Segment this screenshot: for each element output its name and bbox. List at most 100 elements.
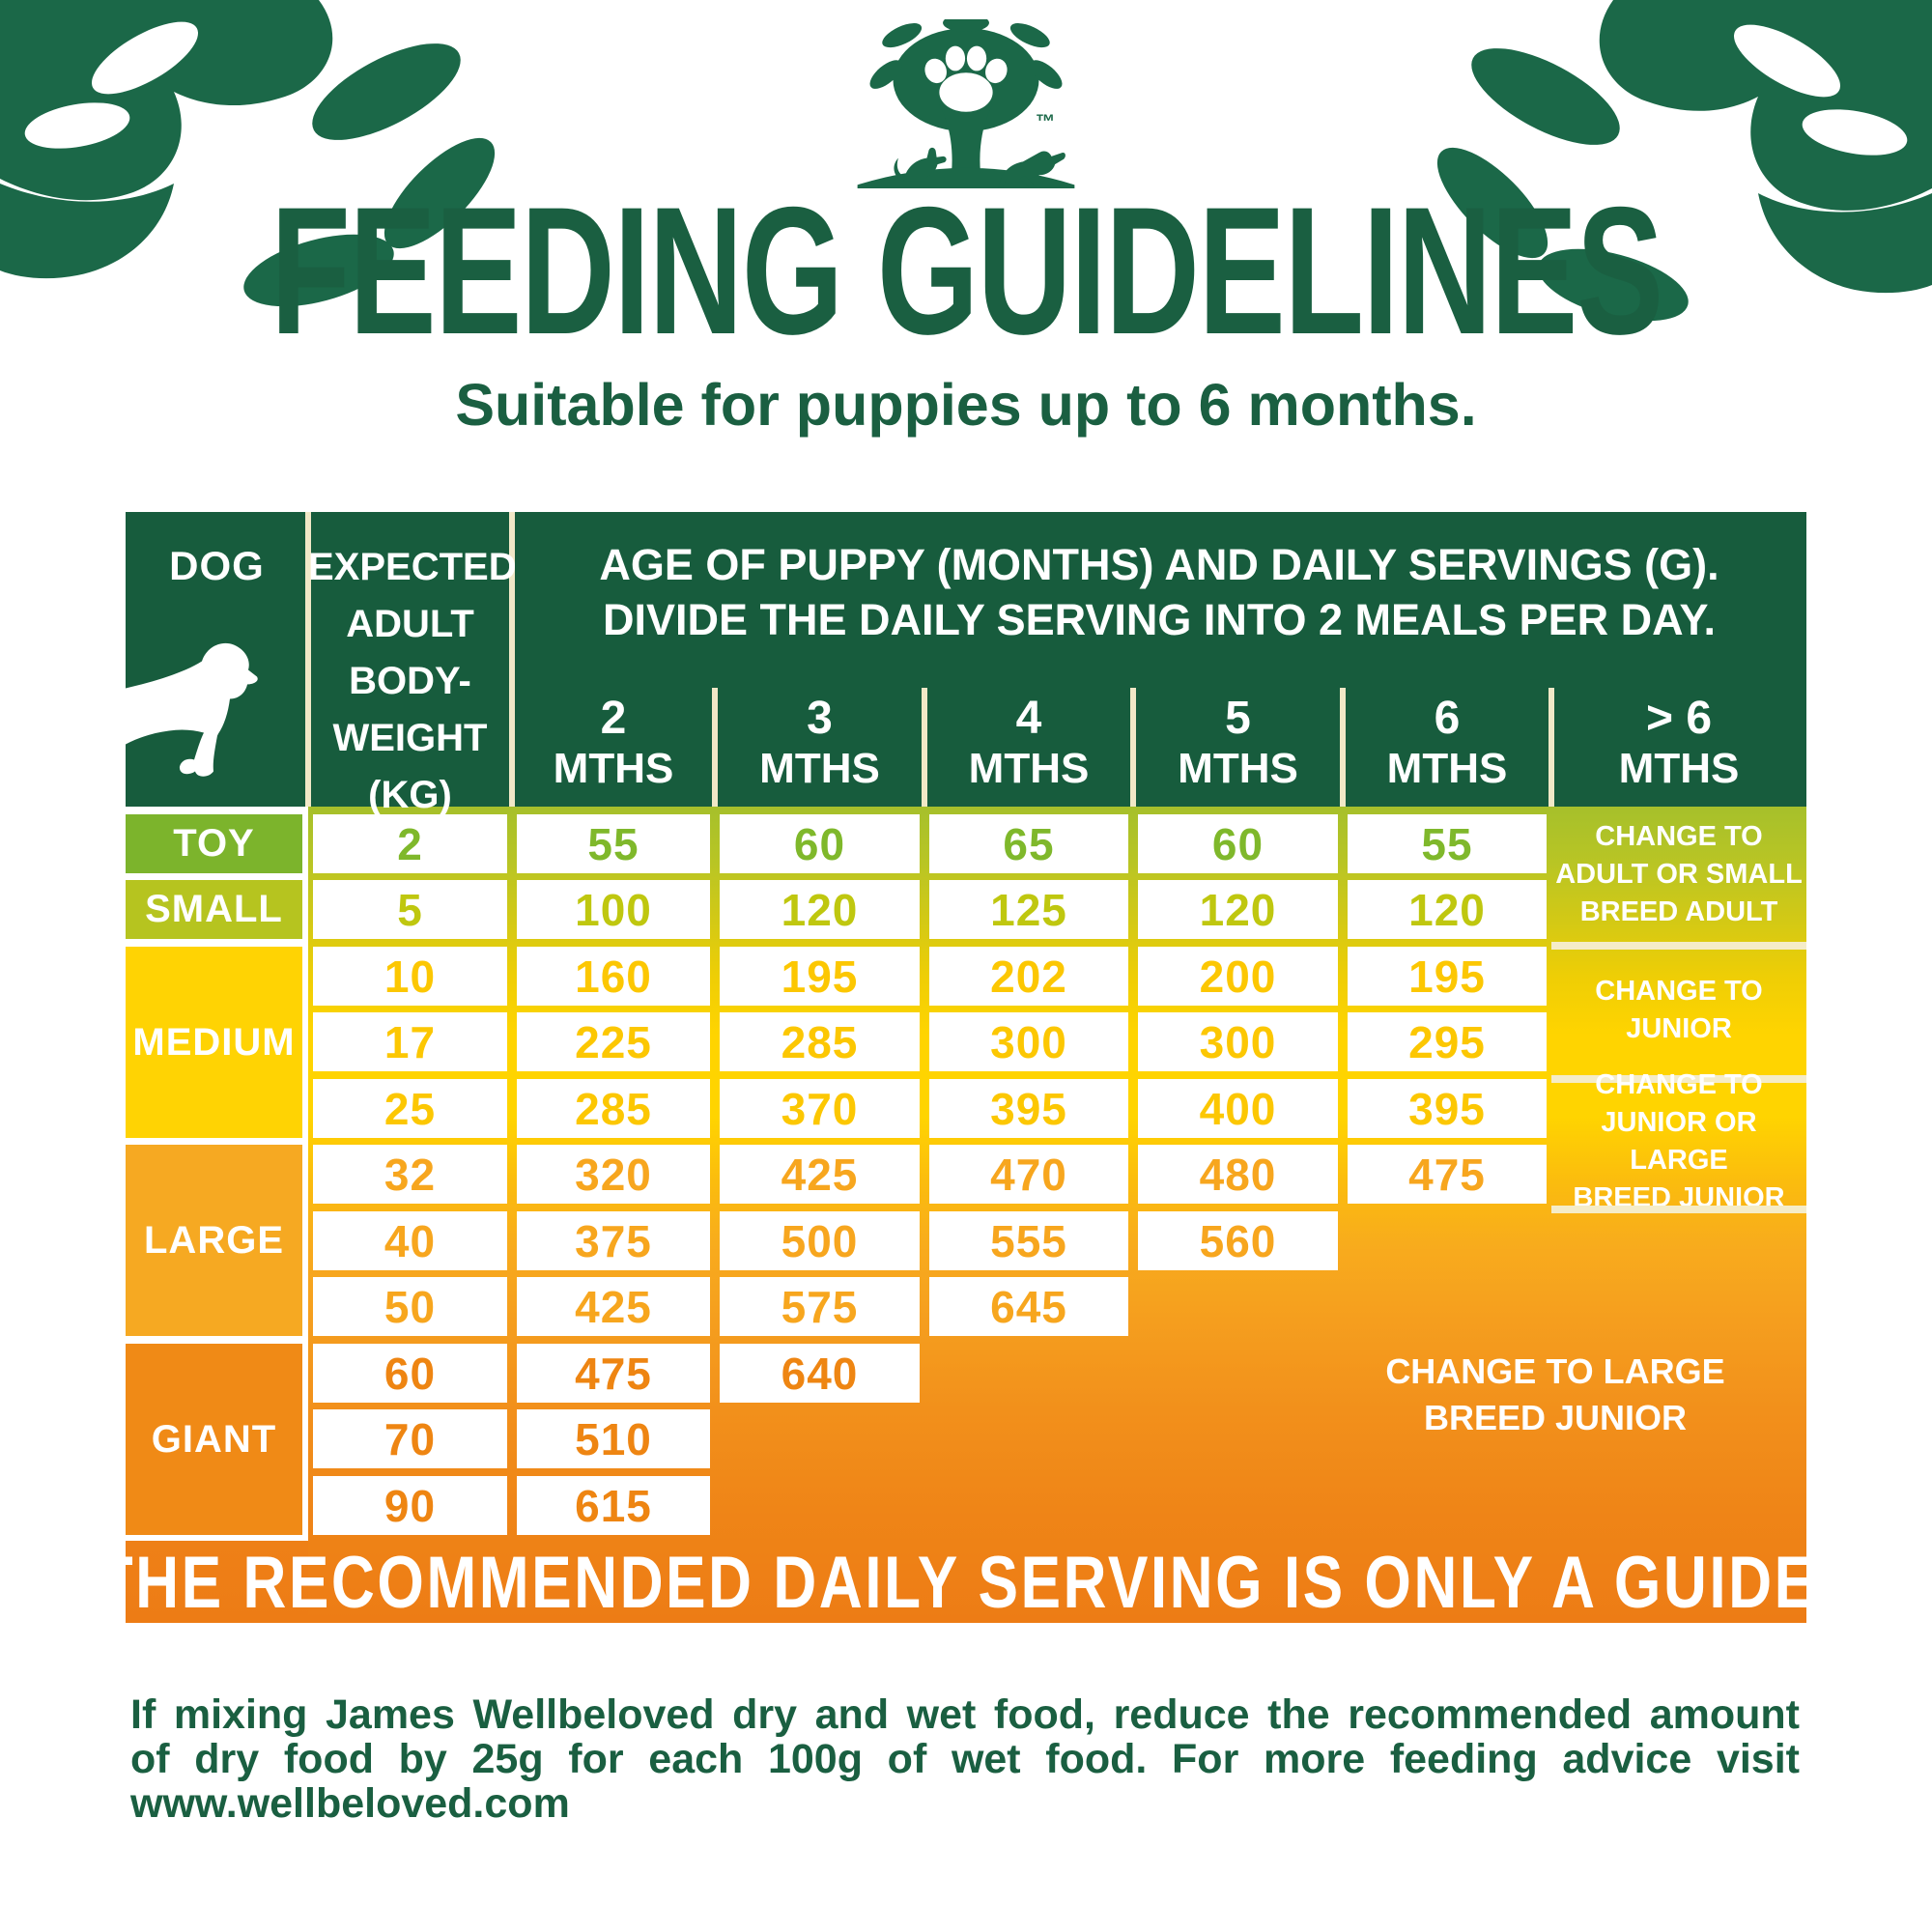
serving-cell: 295 bbox=[1348, 1012, 1547, 1071]
weight-cell: 10 bbox=[313, 947, 507, 1006]
note-divider bbox=[1551, 1206, 1806, 1213]
puppy-silhouette-icon bbox=[126, 642, 258, 777]
trademark-symbol: ™ bbox=[1036, 111, 1055, 132]
age-header-line: DIVIDE THE DAILY SERVING INTO 2 MEALS PE… bbox=[603, 595, 1716, 644]
group-label-medium: MEDIUM bbox=[126, 947, 302, 1138]
weight-cell: 60 bbox=[313, 1344, 507, 1403]
weight-cell: 40 bbox=[313, 1211, 507, 1270]
feeding-table: DOG EXPECTED ADULT BODY- WEIGHT (KG) AGE… bbox=[96, 512, 1836, 1624]
header-divider bbox=[922, 688, 927, 807]
month-column-header-6: 6 MTHS bbox=[1386, 693, 1508, 792]
brand-tree-paw-logo: ™ bbox=[857, 19, 1075, 188]
header-divider bbox=[1340, 688, 1346, 807]
serving-cell: 195 bbox=[1348, 947, 1547, 1006]
group-label-large: LARGE bbox=[126, 1145, 302, 1336]
weight-cell: 17 bbox=[313, 1012, 507, 1071]
weight-cell: 50 bbox=[313, 1277, 507, 1336]
serving-cell: 480 bbox=[1138, 1145, 1338, 1204]
dog-column-header: DOG bbox=[169, 543, 265, 588]
serving-cell: 285 bbox=[720, 1012, 920, 1071]
weight-header-line: ADULT bbox=[346, 603, 474, 645]
serving-cell: 125 bbox=[929, 880, 1128, 939]
serving-cell: 225 bbox=[517, 1012, 710, 1071]
page-subtitle: Suitable for puppies up to 6 months. bbox=[455, 372, 1477, 438]
serving-cell: 60 bbox=[720, 814, 920, 873]
weight-header-line: BODY- bbox=[349, 660, 471, 702]
serving-cell: 425 bbox=[517, 1277, 710, 1336]
serving-cell: 120 bbox=[1138, 880, 1338, 939]
serving-cell: 160 bbox=[517, 947, 710, 1006]
header-divider bbox=[509, 512, 515, 807]
footnote-url: www.wellbeloved.com bbox=[130, 1780, 570, 1827]
weight-cell: 2 bbox=[313, 814, 507, 873]
serving-cell: 320 bbox=[517, 1145, 710, 1204]
change-note-medium: CHANGE TO JUNIOR bbox=[1595, 975, 1763, 1044]
age-header-line: AGE OF PUPPY (MONTHS) AND DAILY SERVINGS… bbox=[599, 540, 1719, 589]
serving-cell: 510 bbox=[517, 1409, 710, 1468]
serving-cell: 375 bbox=[517, 1211, 710, 1270]
month-column-header-over-6: > 6 MTHS bbox=[1618, 693, 1740, 792]
header-divider bbox=[712, 688, 718, 807]
group-label-small: SMALL bbox=[126, 880, 302, 939]
footnote-line: If mixing James Wellbeloved dry and wet … bbox=[130, 1691, 1800, 1738]
group-label-giant: GIANT bbox=[126, 1344, 302, 1535]
serving-cell: 475 bbox=[517, 1344, 710, 1403]
serving-cell: 575 bbox=[720, 1277, 920, 1336]
weight-header-line: (KG) bbox=[368, 774, 452, 816]
serving-cell: 120 bbox=[1348, 880, 1547, 939]
serving-cell: 100 bbox=[517, 880, 710, 939]
serving-cell: 200 bbox=[1138, 947, 1338, 1006]
serving-cell: 300 bbox=[1138, 1012, 1338, 1071]
weight-column-header: EXPECTED ADULT BODY- WEIGHT (KG) bbox=[308, 539, 517, 824]
serving-cell: 202 bbox=[929, 947, 1128, 1006]
serving-cell: 500 bbox=[720, 1211, 920, 1270]
serving-cell: 65 bbox=[929, 814, 1128, 873]
serving-cell: 370 bbox=[720, 1079, 920, 1138]
footnote-line: of dry food by 25g for each 100g of wet … bbox=[130, 1736, 1800, 1782]
month-column-header-5: 5 MTHS bbox=[1178, 693, 1298, 792]
header-divider bbox=[305, 512, 311, 807]
change-note-toy-small: CHANGE TO ADULT OR SMALL BREED ADULT bbox=[1555, 820, 1803, 927]
leaf-decoration-top-right bbox=[1436, 0, 1932, 322]
serving-cell: 645 bbox=[929, 1277, 1128, 1336]
serving-cell: 475 bbox=[1348, 1145, 1547, 1204]
weight-cell: 90 bbox=[313, 1476, 507, 1535]
footnote: If mixing James Wellbeloved dry and wet … bbox=[130, 1692, 1800, 1826]
weight-cell: 5 bbox=[313, 880, 507, 939]
table-header: DOG EXPECTED ADULT BODY- WEIGHT (KG) AGE… bbox=[126, 512, 1806, 816]
serving-cell: 400 bbox=[1138, 1079, 1338, 1138]
serving-cell: 470 bbox=[929, 1145, 1128, 1204]
month-column-header-4: 4 MTHS bbox=[968, 693, 1090, 792]
serving-cell: 60 bbox=[1138, 814, 1338, 873]
weight-cell: 32 bbox=[313, 1145, 507, 1204]
change-note-large-giant: CHANGE TO LARGE BREED JUNIOR bbox=[1385, 1351, 1725, 1437]
serving-cell: 615 bbox=[517, 1476, 710, 1535]
note-divider bbox=[1551, 942, 1806, 950]
serving-cell: 425 bbox=[720, 1145, 920, 1204]
serving-cell: 55 bbox=[1348, 814, 1547, 873]
month-column-header-2: 2 MTHS bbox=[553, 693, 674, 792]
weight-cell: 25 bbox=[313, 1079, 507, 1138]
note-divider bbox=[1551, 1075, 1806, 1083]
group-label-toy: TOY bbox=[126, 814, 302, 873]
serving-cell: 395 bbox=[1348, 1079, 1547, 1138]
weight-cell: 70 bbox=[313, 1409, 507, 1468]
page-title: FEEDING GUIDELINES bbox=[270, 169, 1663, 372]
daily-serving-guide-note: THE RECOMMENDED DAILY SERVING IS ONLY A … bbox=[96, 1541, 1836, 1624]
change-note-medium-large: CHANGE TO JUNIOR OR LARGE BREED JUNIOR bbox=[1573, 1069, 1785, 1213]
header-divider bbox=[1548, 688, 1554, 807]
serving-cell: 285 bbox=[517, 1079, 710, 1138]
bottom-strip-left bbox=[126, 1541, 308, 1623]
serving-cell: 55 bbox=[517, 814, 710, 873]
serving-cell: 300 bbox=[929, 1012, 1128, 1071]
month-column-header-3: 3 MTHS bbox=[759, 693, 880, 792]
serving-cell: 640 bbox=[720, 1344, 920, 1403]
serving-cell: 560 bbox=[1138, 1211, 1338, 1270]
weight-header-line: WEIGHT bbox=[332, 717, 488, 759]
serving-cell: 555 bbox=[929, 1211, 1128, 1270]
leaf-decoration-top-left bbox=[0, 0, 496, 307]
serving-cell: 120 bbox=[720, 880, 920, 939]
serving-cell: 395 bbox=[929, 1079, 1128, 1138]
weight-header-line: EXPECTED bbox=[308, 546, 517, 588]
